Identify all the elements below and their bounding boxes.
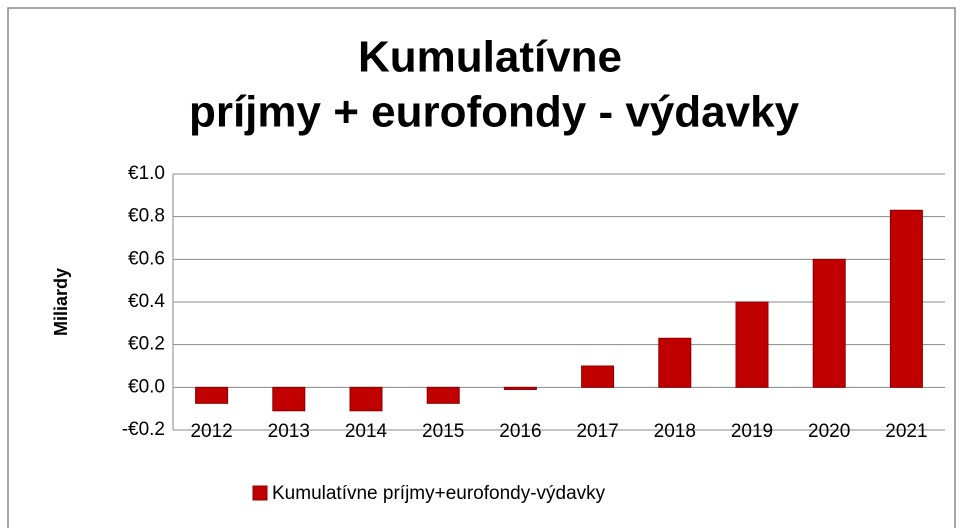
bar — [195, 386, 229, 404]
bar — [658, 337, 692, 388]
bar — [581, 365, 615, 388]
legend-swatch — [252, 485, 268, 501]
bar — [272, 386, 306, 412]
legend-label: Kumulatívne príjmy+eurofondy-výdavky — [272, 483, 606, 504]
bar — [889, 209, 923, 388]
chart-frame — [7, 7, 956, 528]
y-tick-label: €0.2 — [128, 334, 165, 355]
y-tick-label: €0.6 — [128, 248, 165, 269]
x-tick-label: 2018 — [654, 421, 696, 442]
x-tick-label: 2013 — [268, 421, 310, 442]
x-tick-label: 2017 — [576, 421, 618, 442]
y-tick-label: €0.8 — [128, 206, 165, 227]
bar — [349, 386, 383, 412]
chart-title: Kumulatívne — [358, 33, 622, 82]
bar — [735, 301, 769, 388]
y-tick-label: €1.0 — [128, 163, 165, 184]
x-tick-label: 2015 — [422, 421, 464, 442]
bar — [503, 386, 537, 390]
chart-title: príjmy + eurofondy - výdavky — [189, 88, 800, 137]
bar — [426, 386, 460, 404]
y-tick-label: -€0.2 — [122, 419, 165, 440]
y-tick-label: €0.4 — [128, 291, 165, 312]
x-tick-label: 2012 — [190, 421, 232, 442]
y-tick-label: €0.0 — [128, 376, 165, 397]
y-axis-label: Miliardy — [51, 268, 71, 336]
x-tick-label: 2021 — [885, 421, 927, 442]
x-tick-label: 2020 — [808, 421, 850, 442]
x-tick-label: 2019 — [731, 421, 773, 442]
bar — [812, 258, 846, 388]
x-tick-label: 2014 — [345, 421, 388, 442]
x-tick-label: 2016 — [499, 421, 541, 442]
